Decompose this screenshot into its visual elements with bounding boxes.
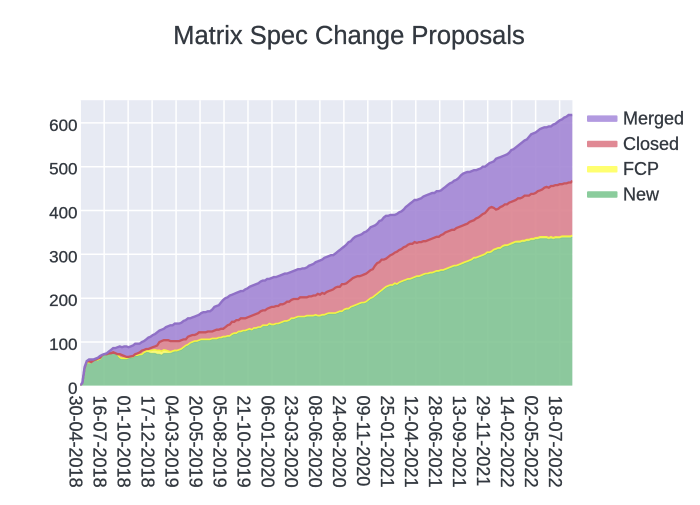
svg-text:Merged: Merged	[623, 109, 684, 129]
svg-text:18-07-2022: 18-07-2022	[545, 396, 565, 488]
svg-text:500: 500	[49, 160, 77, 179]
svg-text:12-04-2021: 12-04-2021	[401, 396, 421, 488]
svg-text:23-03-2020: 23-03-2020	[281, 396, 301, 488]
svg-text:16-07-2018: 16-07-2018	[90, 396, 110, 488]
svg-text:300: 300	[49, 247, 77, 266]
svg-text:20-05-2019: 20-05-2019	[185, 396, 205, 488]
svg-text:13-09-2021: 13-09-2021	[449, 396, 469, 488]
svg-text:06-01-2020: 06-01-2020	[257, 396, 277, 488]
svg-text:28-06-2021: 28-06-2021	[425, 396, 445, 488]
svg-text:09-11-2020: 09-11-2020	[353, 396, 373, 487]
svg-text:400: 400	[49, 204, 77, 223]
svg-text:600: 600	[49, 116, 77, 135]
svg-text:100: 100	[49, 335, 77, 354]
svg-text:05-08-2019: 05-08-2019	[209, 396, 229, 488]
svg-text:29-11-2021: 29-11-2021	[473, 396, 493, 487]
svg-text:21-10-2019: 21-10-2019	[233, 396, 253, 488]
svg-text:25-01-2021: 25-01-2021	[377, 396, 397, 488]
svg-text:FCP: FCP	[623, 159, 659, 179]
svg-text:01-10-2018: 01-10-2018	[113, 396, 133, 488]
svg-text:24-08-2020: 24-08-2020	[329, 396, 349, 488]
svg-text:04-03-2019: 04-03-2019	[161, 396, 181, 488]
svg-text:Closed: Closed	[623, 134, 679, 154]
svg-text:200: 200	[49, 291, 77, 310]
svg-text:30-04-2018: 30-04-2018	[66, 396, 86, 488]
svg-text:08-06-2020: 08-06-2020	[305, 396, 325, 488]
svg-text:17-12-2018: 17-12-2018	[137, 396, 157, 488]
svg-text:02-05-2022: 02-05-2022	[521, 396, 541, 488]
svg-text:New: New	[623, 184, 660, 204]
svg-text:Matrix Spec Change Proposals: Matrix Spec Change Proposals	[173, 22, 525, 50]
svg-text:14-02-2022: 14-02-2022	[497, 396, 517, 488]
svg-text:0: 0	[68, 379, 77, 398]
